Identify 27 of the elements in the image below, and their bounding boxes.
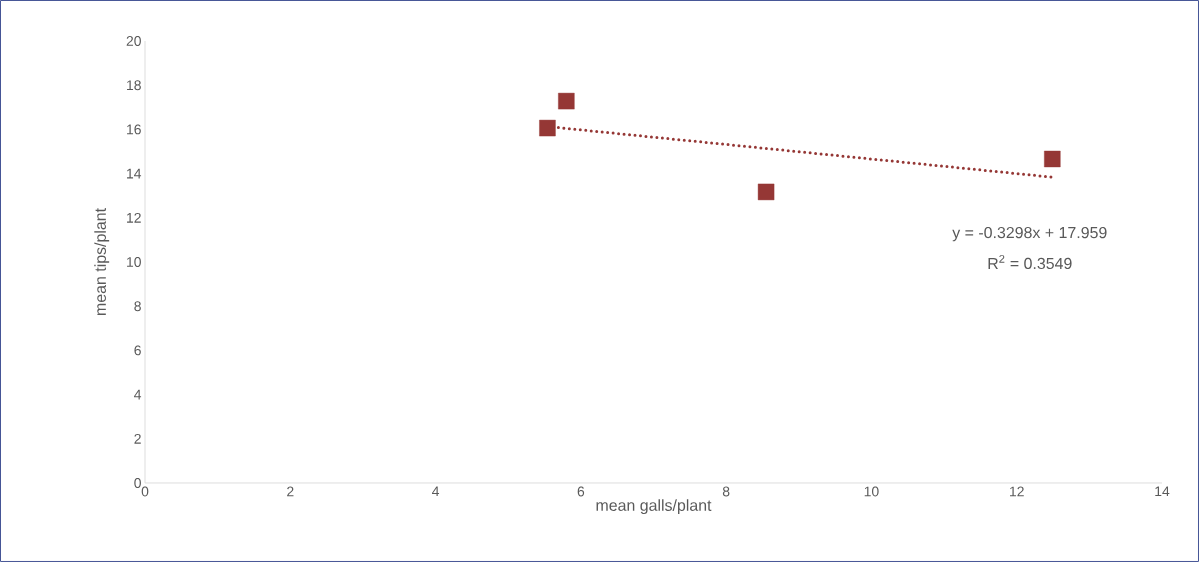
- point: [757, 183, 775, 201]
- y-tick-label: 6: [134, 345, 141, 356]
- point: [539, 119, 556, 137]
- y-tick-label: 14: [127, 168, 142, 179]
- y-tick-label: 4: [134, 389, 142, 400]
- x-tick-label: 4: [432, 486, 440, 497]
- y-tick-label: 2: [134, 433, 141, 444]
- x-tick-label: 8: [722, 486, 730, 497]
- x-tick-label: 2: [287, 486, 294, 497]
- x-tick-label: 0: [141, 486, 149, 497]
- x-tick-label: 6: [577, 486, 585, 497]
- annotation: R$^{2}$ = 0.3549: [988, 254, 1072, 270]
- y-tick-label: 0: [134, 478, 141, 488]
- x-tick-label: 14: [1155, 486, 1170, 497]
- y-tick-label: 16: [127, 124, 141, 135]
- point: [1044, 150, 1061, 168]
- y-tick-label: 8: [134, 301, 141, 312]
- y-tick-label: 18: [127, 80, 141, 91]
- x-axis-title: mean galls/plant: [596, 499, 712, 515]
- annotation: y = -0.3298x + 17.959: [952, 226, 1107, 242]
- y-tick-label: 12: [127, 212, 141, 223]
- y-axis-title: mean tips/plant: [94, 208, 110, 315]
- y-tick-label: 20: [126, 36, 141, 46]
- x-tick-label: 12: [1010, 486, 1024, 497]
- x-tick-label: 10: [864, 486, 879, 497]
- point: [558, 92, 575, 110]
- y-tick-label: 10: [127, 257, 141, 267]
